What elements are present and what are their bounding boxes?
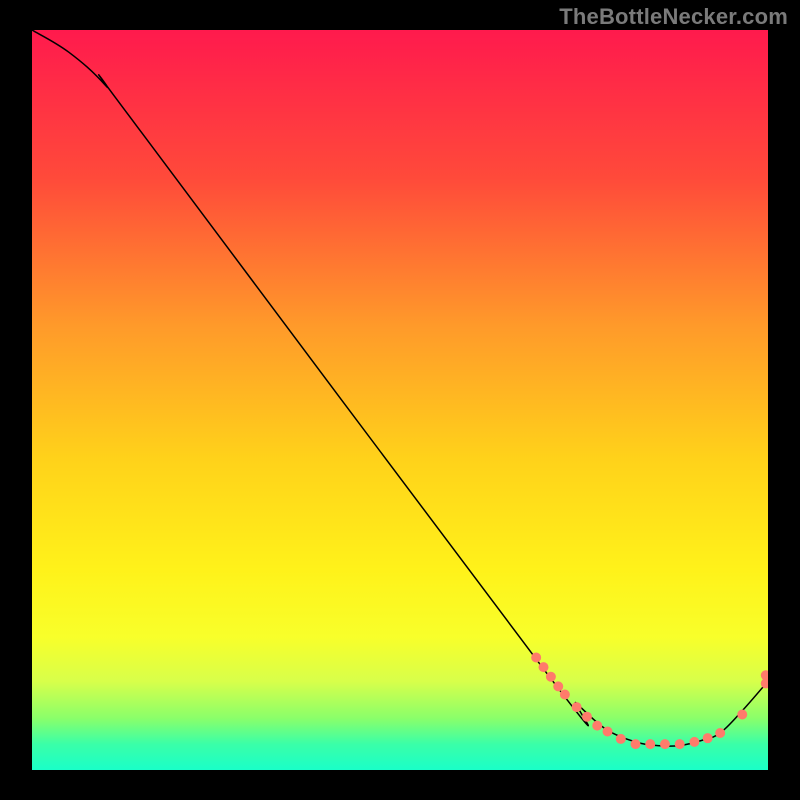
data-point (737, 710, 747, 720)
data-point (631, 739, 641, 749)
data-point (689, 737, 699, 747)
data-point (675, 739, 685, 749)
watermark-label: TheBottleNecker.com (559, 4, 788, 30)
data-point (553, 681, 563, 691)
data-point (703, 733, 713, 743)
data-point (531, 653, 541, 663)
gradient-background (32, 30, 768, 770)
data-point (572, 702, 582, 712)
data-point (582, 712, 592, 722)
data-point (560, 690, 570, 700)
data-point (616, 734, 626, 744)
data-point (592, 721, 602, 731)
data-point (660, 739, 670, 749)
data-point (546, 672, 556, 682)
chart-container: TheBottleNecker.com (0, 0, 800, 800)
data-point (603, 727, 613, 737)
data-point (715, 728, 725, 738)
data-point (645, 739, 655, 749)
data-point (539, 662, 549, 672)
bottleneck-curve-chart (0, 0, 800, 800)
